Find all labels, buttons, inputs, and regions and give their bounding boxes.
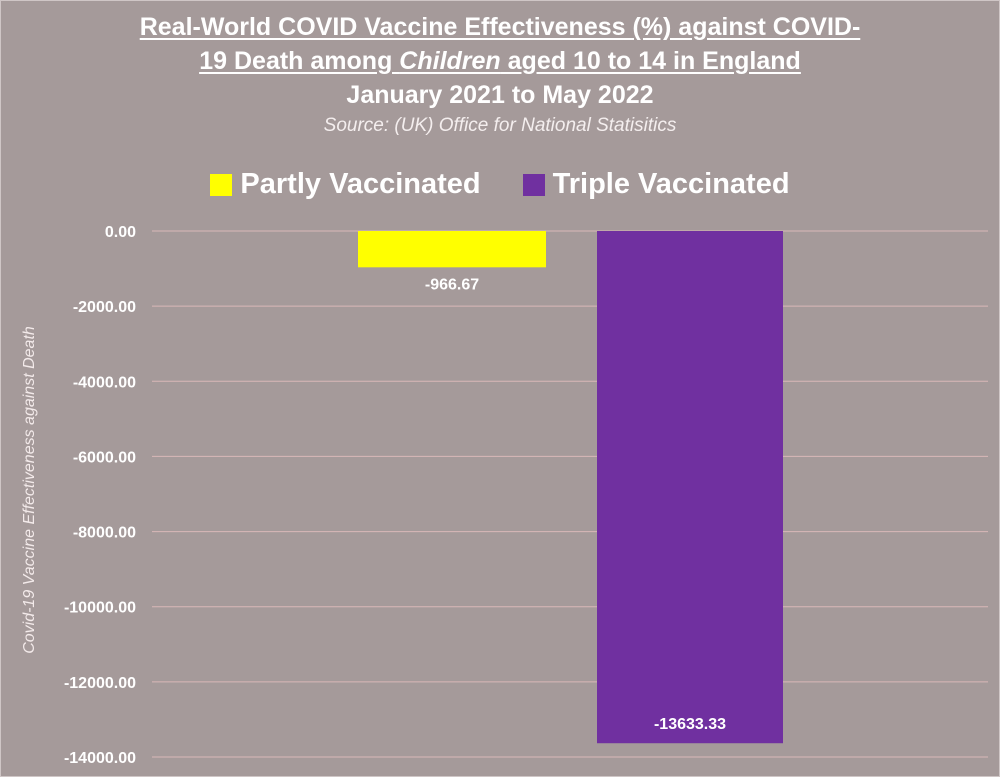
chart-title-line-2: 19 Death among Children aged 10 to 14 in…	[199, 47, 801, 75]
chart-source: Source: (UK) Office for National Statisi…	[323, 115, 677, 136]
data-label-partly: -966.67	[425, 276, 479, 293]
y-tick-label: -12000.00	[64, 675, 136, 692]
bar-triple	[597, 231, 783, 744]
legend: Partly Vaccinated Triple Vaccinated	[0, 168, 1000, 201]
y-tick-label: -4000.00	[73, 374, 136, 391]
chart-subtitle-dates: January 2021 to May 2022	[346, 81, 654, 109]
y-tick-label: 0.00	[105, 224, 136, 241]
legend-swatch-partly	[210, 173, 233, 196]
y-tick-label: -2000.00	[73, 299, 136, 316]
y-tick-label: -8000.00	[73, 525, 136, 542]
data-label-triple: -13633.33	[654, 716, 726, 733]
y-tick-label: -6000.00	[73, 449, 136, 466]
chart-title-line-1: Real-World COVID Vaccine Effectiveness (…	[139, 13, 861, 41]
legend-swatch-triple	[522, 173, 545, 196]
legend-item-partly: Partly Vaccinated	[210, 168, 481, 201]
legend-label-triple: Triple Vaccinated	[552, 168, 790, 200]
y-tick-label: -10000.00	[64, 600, 136, 617]
legend-item-triple: Triple Vaccinated	[522, 168, 790, 201]
bar-partly	[358, 231, 546, 268]
legend-label-partly: Partly Vaccinated	[240, 168, 481, 200]
y-tick-label: -14000.00	[64, 750, 136, 767]
title-block: Real-World COVID Vaccine Effectiveness (…	[0, 10, 1000, 140]
